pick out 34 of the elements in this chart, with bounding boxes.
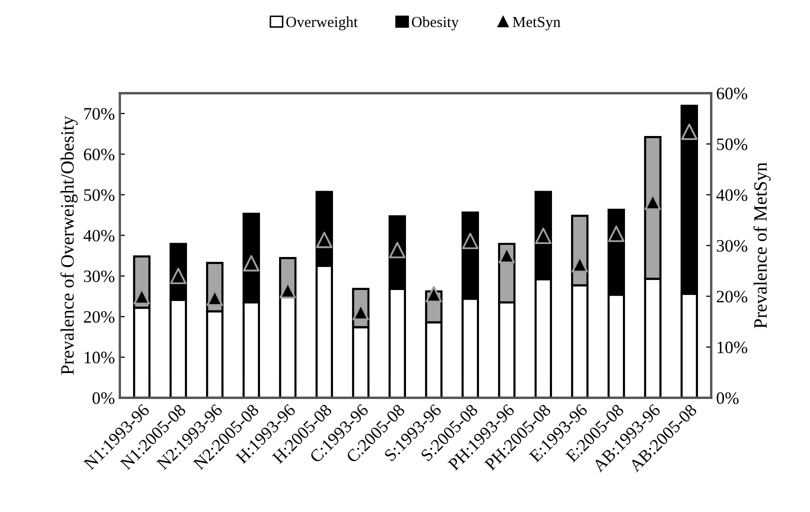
y2-tick-label: 50% xyxy=(717,138,748,150)
y-tick-label: 60% xyxy=(84,148,114,160)
point xyxy=(644,194,661,210)
point xyxy=(389,242,406,258)
point xyxy=(206,290,223,306)
y-tick-label: 50% xyxy=(84,189,114,201)
y-tick-label: 0% xyxy=(92,392,114,404)
point xyxy=(134,288,150,304)
y-tick-label: 30% xyxy=(84,270,114,282)
y-tick-label: 20% xyxy=(84,311,114,323)
legend-label: Overweight xyxy=(286,16,358,30)
y-axis-title: Prevalence of Overweight/Obesity xyxy=(60,116,78,375)
y-tick-label: 10% xyxy=(84,352,114,364)
point xyxy=(681,124,698,140)
point xyxy=(535,228,552,244)
y-tick-label: 40% xyxy=(84,230,114,242)
y2-tick-label: 0% xyxy=(716,392,739,404)
y2-axis-title: Prevalence of MetSyn xyxy=(753,162,771,328)
point xyxy=(316,232,332,248)
point xyxy=(462,232,478,250)
y-tick-label: 70% xyxy=(84,108,114,120)
legend-label: Obesity xyxy=(412,16,459,30)
y2-tick-label: 10% xyxy=(718,342,748,354)
legend-label: MetSyn xyxy=(512,16,560,30)
point xyxy=(426,286,442,302)
point xyxy=(498,246,515,264)
y2-tick-label: 30% xyxy=(716,240,748,252)
y2-tick-label: 40% xyxy=(716,189,748,201)
y2-tick-label: 60% xyxy=(716,88,748,100)
point xyxy=(608,226,624,242)
point xyxy=(572,256,588,272)
point xyxy=(280,282,296,298)
point xyxy=(243,255,260,272)
y2-tick-label: 20% xyxy=(716,290,748,303)
